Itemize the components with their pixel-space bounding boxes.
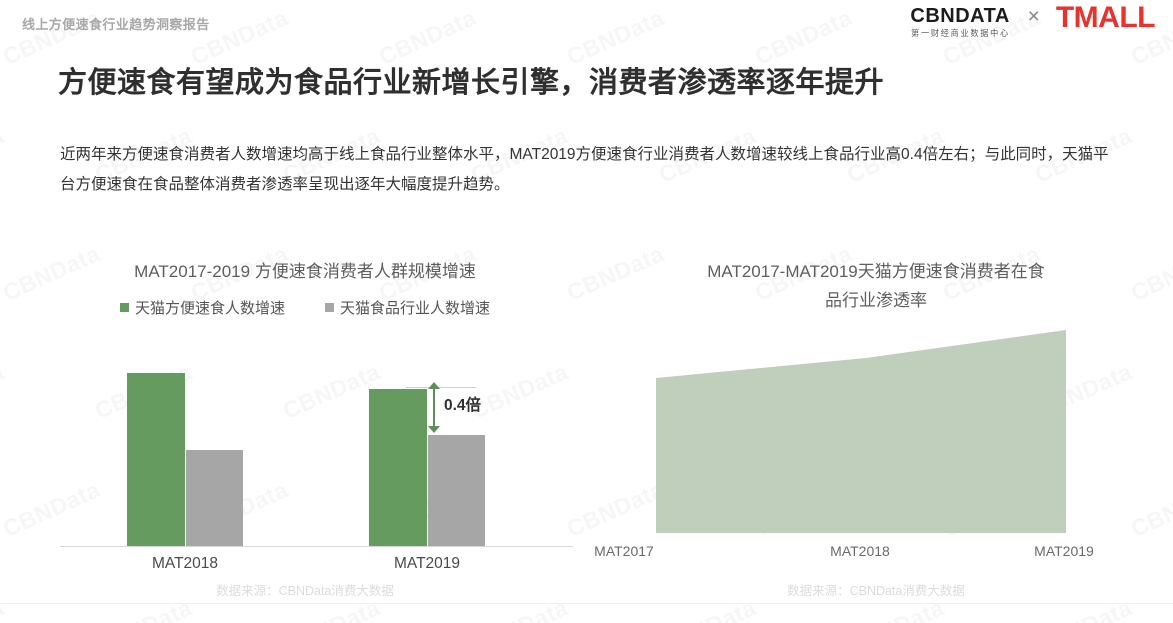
watermark-text: CBNData [0, 122, 8, 189]
legend-item-tmall-food-industry[interactable]: 天猫食品行业人数增速 [325, 297, 490, 318]
bar-mat2018-convenience[interactable] [127, 373, 185, 546]
bar-chart-baseline [60, 546, 573, 547]
bar-mat2019-food-industry[interactable] [428, 435, 485, 546]
area-chart-svg [656, 330, 1066, 533]
diff-annotation: 0.4倍 [426, 382, 496, 433]
page-title: 方便速食有望成为食品行业新增长引擎，消费者渗透率逐年提升 [58, 67, 885, 99]
left-chart-title: MAT2017-2019 方便速食消费者人群规模增速 [134, 262, 476, 281]
right-chart-title: MAT2017-MAT2019天猫方便速食消费者在食 品行业渗透率 [626, 257, 1126, 315]
diff-arrow-shaft [433, 388, 435, 427]
legend-swatch-green [119, 303, 129, 312]
right-chart-title-line2: 品行业渗透率 [825, 291, 927, 310]
x-label-mat2018: MAT2018 [151, 555, 219, 572]
area-chart: MAT2017 MAT2018 MAT2019 [594, 250, 1156, 605]
left-chart-legend: 天猫方便速食人数增速 天猫食品行业人数增速 [40, 297, 570, 318]
cbndata-subtitle: 第一财经商业数据中心 [910, 28, 1010, 39]
cbndata-logo: CBNDATA 第一财经商业数据中心 [909, 6, 1012, 38]
right-chart-title-line1: MAT2017-MAT2019天猫方便速食消费者在食 [707, 262, 1045, 281]
page-header: 线上方便速食行业趋势洞察报告 CBNDATA 第一财经商业数据中心 × TMAL… [0, 0, 1173, 46]
watermark-text: CBNData [0, 594, 8, 623]
legend-swatch-gray [325, 303, 334, 312]
x-label-mat2018: MAT2018 [830, 543, 890, 559]
x-label-mat2019: MAT2019 [393, 555, 461, 572]
page-description: 近两年来方便速食消费者人数增速均高于线上食品行业整体水平，MAT2019方便速食… [60, 146, 1109, 193]
bar-chart: 0.4倍 MAT2018 MAT2019 [40, 250, 573, 605]
cbndata-wordmark: CBNDATA [910, 5, 1010, 28]
legend-label: 天猫食品行业人数增速 [340, 300, 491, 317]
arrow-up-icon [428, 382, 440, 389]
brand-lockup: CBNDATA 第一财经商业数据中心 × TMALL [909, 1, 1155, 39]
area-chart-shape[interactable] [656, 330, 1066, 533]
right-chart-source: 数据来源：CBNData消费大数据 [787, 584, 965, 598]
right-chart-panel: MAT2017-MAT2019天猫方便速食消费者在食 品行业渗透率 MAT201… [594, 250, 1156, 605]
footer-divider [0, 603, 1173, 604]
bar-mat2018-food-industry[interactable] [186, 450, 243, 546]
left-chart-panel: MAT2017-2019 方便速食消费者人群规模增速 天猫方便速食人数增速 天猫… [40, 250, 573, 605]
legend-item-tmall-convenience-food[interactable]: 天猫方便速食人数增速 [119, 297, 285, 318]
diff-label: 0.4倍 [444, 397, 482, 414]
tmall-logo: TMALL [1055, 1, 1156, 34]
x-label-mat2017: MAT2017 [594, 543, 654, 559]
left-chart-source: 数据来源：CBNData消费大数据 [216, 584, 394, 598]
arrow-down-icon [428, 426, 440, 433]
bar-mat2019-convenience[interactable] [369, 389, 427, 546]
diff-guide-line [406, 387, 476, 388]
multiply-icon: × [1027, 5, 1040, 28]
legend-label: 天猫方便速食人数增速 [134, 300, 285, 317]
report-kicker: 线上方便速食行业趋势洞察报告 [22, 17, 210, 32]
watermark-text: CBNData [0, 358, 8, 425]
x-label-mat2019: MAT2019 [1034, 543, 1094, 559]
